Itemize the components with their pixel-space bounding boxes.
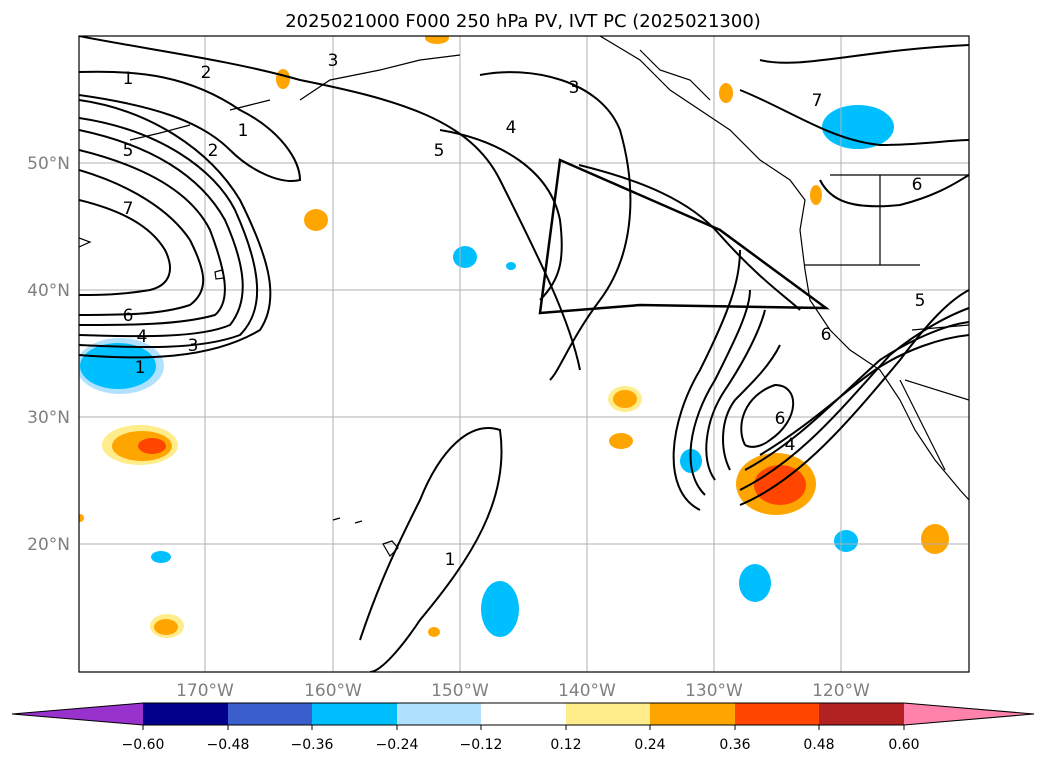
lon-label: 140°W xyxy=(558,681,616,701)
colorbar-ticks xyxy=(142,725,905,730)
colorbar-tick-label: 0.24 xyxy=(634,737,665,753)
contour-label: 3 xyxy=(569,78,580,98)
colorbar-segment xyxy=(312,703,397,725)
map-title: 2025021000 F000 250 hPa PV, IVT PC (2025… xyxy=(285,11,761,32)
anomaly-shading xyxy=(79,36,949,638)
colorbar: −0.60 −0.48 −0.36 −0.24 −0.12 0.12 0.24 … xyxy=(11,702,1035,753)
coastlines xyxy=(129,36,969,501)
lon-label: 130°W xyxy=(685,681,743,701)
contour-label: 6 xyxy=(912,175,923,195)
colorbar-tick-label: 0.12 xyxy=(550,737,581,753)
graticule xyxy=(79,36,969,672)
colorbar-segment xyxy=(566,703,650,725)
contour-label: 4 xyxy=(137,327,148,347)
lat-label: 40°N xyxy=(27,281,70,301)
contour-label: 6 xyxy=(775,409,786,429)
colorbar-tick-label: 0.60 xyxy=(888,737,919,753)
contour-label: 1 xyxy=(445,550,456,570)
colorbar-tick-label: 0.48 xyxy=(803,737,834,753)
longitude-labels: 170°W 160°W 150°W 140°W 130°W 120°W xyxy=(176,681,870,701)
colorbar-tick-label: 0.36 xyxy=(719,737,750,753)
lat-label: 50°N xyxy=(27,154,70,174)
contour-label: 7 xyxy=(812,91,823,111)
colorbar-segment xyxy=(397,703,481,725)
contour-label: 2 xyxy=(208,141,219,161)
colorbar-segment xyxy=(228,703,312,725)
lon-label: 170°W xyxy=(176,681,234,701)
colorbar-tick-label: −0.60 xyxy=(122,737,165,753)
pv-contours xyxy=(79,36,969,672)
lat-label: 20°N xyxy=(27,535,70,555)
colorbar-segment xyxy=(819,703,904,725)
lon-label: 120°W xyxy=(812,681,870,701)
map-frame xyxy=(78,35,970,673)
contour-label: 6 xyxy=(821,325,832,345)
contour-label: 4 xyxy=(506,118,517,138)
colorbar-extend-left xyxy=(12,703,143,725)
contour-label: 1 xyxy=(123,69,134,89)
contour-label: 1 xyxy=(135,358,146,378)
map-background xyxy=(79,36,969,672)
colorbar-tick-label: −0.48 xyxy=(207,737,250,753)
contour-label: 3 xyxy=(188,336,199,356)
colorbar-tick-labels: −0.60 −0.48 −0.36 −0.24 −0.12 0.12 0.24 … xyxy=(122,737,920,753)
colorbar-tick-label: −0.24 xyxy=(376,737,419,753)
contour-label: 4 xyxy=(785,435,796,455)
colorbar-segment xyxy=(143,703,228,725)
colorbar-segment xyxy=(650,703,735,725)
islands xyxy=(79,237,399,557)
contour-label: 5 xyxy=(434,141,445,161)
colorbar-segment xyxy=(735,703,819,725)
latitude-labels: 50°N 40°N 30°N 20°N xyxy=(27,154,70,555)
colorbar-tick-label: −0.36 xyxy=(291,737,334,753)
colorbar-tick-label: −0.12 xyxy=(460,737,503,753)
lon-label: 160°W xyxy=(304,681,362,701)
colorbar-segment xyxy=(481,703,566,725)
contour-label: 7 xyxy=(123,199,134,219)
contour-label: 2 xyxy=(201,63,212,83)
contour-label: 5 xyxy=(123,141,134,161)
lat-label: 30°N xyxy=(27,408,70,428)
ivt-region-polygon xyxy=(538,158,830,315)
contour-label: 1 xyxy=(238,121,249,141)
contour-label: 5 xyxy=(915,291,926,311)
map-panel: 1 2 3 1 2 5 7 6 4 3 1 3 4 5 7 6 4 6 5 6 xyxy=(27,35,970,701)
contour-label: 6 xyxy=(123,306,134,326)
colorbar-extend-right xyxy=(904,703,1034,725)
contour-label: 3 xyxy=(328,51,339,71)
contour-labels: 1 2 3 1 2 5 7 6 4 3 1 3 4 5 7 6 4 6 5 6 xyxy=(123,51,926,570)
lon-label: 150°W xyxy=(431,681,489,701)
